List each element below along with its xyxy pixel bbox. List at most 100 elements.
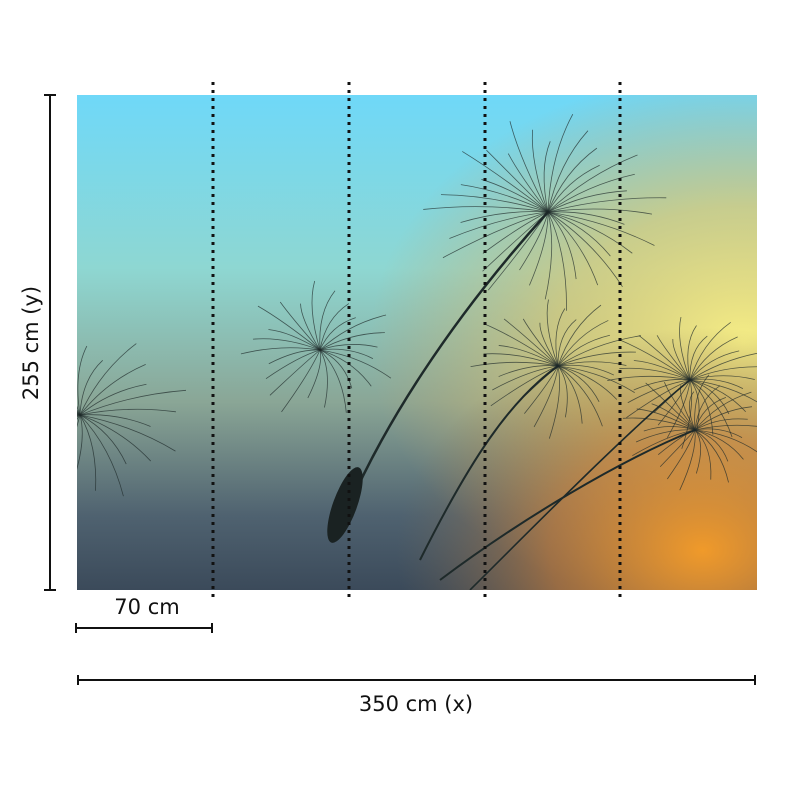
seed-filament (79, 414, 152, 462)
seed-filament (679, 429, 696, 491)
seed-filament (482, 211, 549, 254)
seed-filament (77, 414, 81, 420)
seed-filament (319, 348, 374, 359)
seed-filament (557, 319, 577, 367)
seed-filament (689, 379, 730, 415)
seed-filament (442, 211, 549, 259)
seed-filament (79, 389, 187, 416)
seed-filament (687, 325, 697, 381)
seed-filament (546, 299, 559, 367)
sun-glow (77, 95, 757, 590)
seed-filament (498, 345, 559, 367)
seed-filament (694, 424, 757, 431)
seed-filament (694, 429, 744, 460)
seed-filament (279, 301, 321, 351)
seed-filament (498, 365, 559, 377)
seed-filament (268, 349, 321, 365)
seed-filament (79, 343, 137, 416)
seed-filament (667, 429, 696, 480)
seed-filament (547, 147, 598, 213)
seed-filament (547, 208, 653, 215)
seed-filament (557, 335, 642, 367)
seed-filament (490, 365, 559, 407)
seed-filament (509, 121, 549, 213)
seed-filament (557, 365, 635, 393)
seed-filament (531, 129, 549, 213)
seed-filament (689, 378, 744, 389)
seed-filament (547, 164, 600, 213)
seed-filament (657, 379, 691, 426)
seed-filament (77, 414, 83, 470)
seed-filament (449, 211, 549, 239)
seed-filament (482, 211, 549, 272)
seed-filament (557, 365, 583, 424)
seed-filament (543, 141, 551, 213)
seed-filament (307, 349, 322, 399)
seed-filament (319, 314, 387, 351)
dandelion-silhouettes (77, 113, 757, 590)
seed-filament (547, 211, 577, 280)
seed-filament (492, 365, 559, 391)
seed-filament (689, 321, 731, 381)
seed-filament (689, 379, 757, 403)
height-label: 255 cm (y) (19, 286, 43, 400)
seed-filament (557, 365, 568, 418)
seed-filament (689, 379, 747, 413)
seed-filament (694, 429, 712, 480)
seed-filament (694, 396, 727, 431)
seed-filament (547, 211, 625, 225)
seed-filament (689, 375, 755, 381)
seed-filament (79, 408, 176, 416)
seed-filament (666, 379, 691, 438)
seed-filament (694, 391, 752, 431)
seed-filament (519, 211, 549, 271)
seed-filament (547, 211, 633, 254)
seed-filament (557, 365, 600, 403)
seed-filament (694, 385, 721, 431)
seed-filament (79, 383, 147, 416)
seed-filament (555, 308, 566, 367)
seed-filament (547, 173, 635, 213)
seed-filament (522, 318, 559, 367)
seed-filament (653, 379, 691, 413)
seed-filament (252, 338, 321, 351)
seed-filament (539, 322, 559, 367)
seed-filament (547, 211, 567, 311)
seed-filament (694, 429, 757, 453)
seed-filament (689, 366, 757, 381)
seed-filament (319, 349, 347, 413)
seed-filament (651, 403, 696, 431)
seed-filament (557, 334, 610, 367)
seed-filament (679, 316, 691, 381)
seed-filament (657, 429, 696, 455)
seed-filament (265, 349, 321, 379)
seed-filament (460, 184, 549, 213)
seed-filament (547, 211, 599, 286)
seed-filament (547, 190, 627, 213)
seed-filament (659, 429, 696, 467)
seed-filament (626, 379, 691, 419)
seed-filament (319, 349, 392, 379)
seed-filament (689, 379, 733, 438)
seed-filament (645, 382, 696, 431)
seed-filament (547, 211, 655, 246)
seed-filament (694, 406, 753, 431)
seed-filament (619, 367, 691, 381)
seed-filament (470, 361, 559, 368)
seed-filament (557, 364, 615, 376)
seed-filament (503, 318, 559, 367)
seed-filament (547, 113, 574, 213)
seed-filament (689, 350, 740, 381)
seed-filament (319, 317, 356, 351)
mural-photo (77, 95, 757, 590)
seed-filament (689, 379, 700, 429)
seed-filament (694, 374, 710, 431)
seed-filament (557, 351, 636, 367)
seed-filament (533, 365, 559, 428)
seed-filament (319, 344, 378, 351)
seed-filament (547, 211, 623, 288)
seed-filament (619, 339, 691, 381)
seed-filament (694, 429, 729, 483)
